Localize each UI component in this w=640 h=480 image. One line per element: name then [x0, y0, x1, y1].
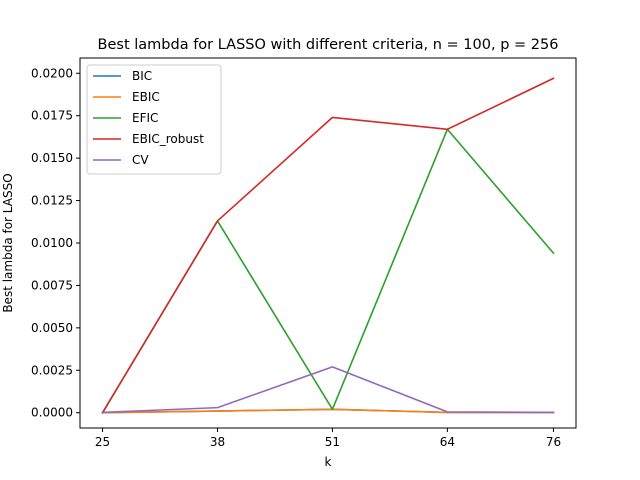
y-tick-label: 0.0075 [31, 278, 73, 292]
legend-box [86, 64, 222, 175]
legend: BIC EBIC EFIC EBIC_robust CV [86, 64, 222, 175]
legend-label: BIC [132, 69, 152, 83]
y-axis-label: Best lambda for LASSO [1, 173, 15, 312]
y-tick-label: 0.0100 [31, 236, 73, 250]
x-tick-label: 38 [210, 435, 225, 449]
legend-label: EBIC_robust [132, 132, 204, 146]
y-tick-label: 0.0175 [31, 109, 73, 123]
series-line-ebic-robust [101, 77, 555, 414]
y-tick-label: 0.0125 [31, 194, 73, 208]
y-tick-label: 0.0150 [31, 151, 73, 165]
y-axis-ticks: 0.0000 0.0025 0.0050 0.0075 0.0100 0.0125 0.01… [31, 66, 80, 420]
x-axis-label: k [325, 455, 332, 469]
y-tick-label: 0.0200 [31, 66, 73, 80]
series-layer [101, 77, 555, 414]
chart-title: Best lambda for LASSO with different cri… [98, 37, 559, 53]
series-line-cv [101, 366, 555, 414]
legend-label: EFIC [132, 111, 158, 125]
x-tick-label: 76 [546, 435, 561, 449]
x-tick-label: 51 [325, 435, 340, 449]
y-tick-label: 0.0050 [31, 321, 73, 335]
legend-label: CV [132, 153, 149, 167]
legend-label: EBIC [132, 90, 160, 104]
y-tick-label: 0.0025 [31, 363, 73, 377]
y-tick-label: 0.0000 [31, 406, 73, 420]
x-tick-label: 64 [440, 435, 455, 449]
x-tick-label: 25 [95, 435, 110, 449]
x-axis-ticks: 25 38 51 64 76 [95, 428, 561, 449]
